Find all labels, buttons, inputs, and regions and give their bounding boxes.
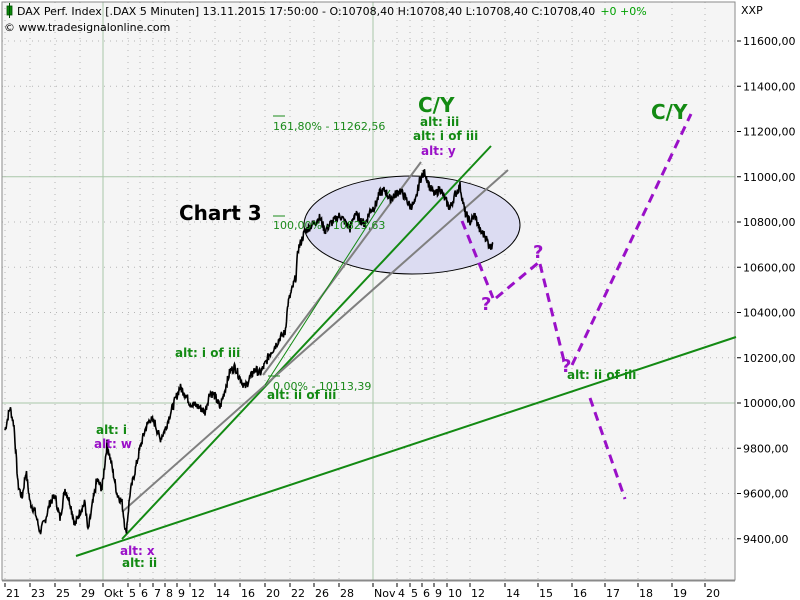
wave-label-alt-ii-of-iii-mid: alt: ii of iii [267, 388, 336, 402]
wave-label-alt-ii-of-iii-right: alt: ii of iii [567, 368, 636, 382]
x-tick-label: 5 [129, 587, 136, 600]
x-tick-label: 12 [191, 587, 205, 600]
x-tick-label: 8 [166, 587, 173, 600]
wave-label-alt-i: alt: i [96, 423, 127, 437]
axis-unit-label: XXP [741, 4, 763, 17]
x-tick-label: 7 [154, 587, 161, 600]
x-tick-label: 20 [706, 587, 720, 600]
x-tick-label: 21 [6, 587, 20, 600]
fib-161-label: 161,80% - 11262,56 [273, 120, 385, 133]
wave-label-alt-i-of-iii-mid: alt: i of iii [175, 346, 240, 360]
y-tick-label: 10000,00 [743, 397, 796, 410]
y-tick-label: 11000,00 [743, 171, 796, 184]
trend-line-gray-trend-1 [121, 169, 509, 513]
x-tick-label: 20 [266, 587, 280, 600]
x-tick-label: 15 [539, 587, 553, 600]
x-tick-label: 14 [216, 587, 230, 600]
y-tick-label: 11400,00 [743, 80, 796, 93]
y-tick-label: 9400,00 [743, 533, 789, 546]
y-tick-label: 9800,00 [743, 442, 789, 455]
x-tick-label: 25 [56, 587, 70, 600]
x-tick-label: 12 [471, 587, 485, 600]
y-tick-label: 10800,00 [743, 216, 796, 229]
question-mark-2: ? [533, 242, 543, 263]
y-tick-label: 10200,00 [743, 352, 796, 365]
question-mark-1: ? [481, 294, 491, 315]
projection-down-to-alt-ii-of-iii [538, 263, 567, 366]
x-axis: 21 23 25 29 Okt 5 6 7 8 9 12 14 16 20 22 26 28 Nov 4 5 6 9 10 1… [2, 580, 735, 600]
trend-line-long-green-support [75, 336, 737, 557]
x-tick-label: 16 [573, 587, 587, 600]
x-tick-label: 18 [639, 587, 653, 600]
wave-label-alt-iii: alt: iii [420, 115, 459, 129]
y-axis: 11600,00 11400,00 11200,00 11000,00 10800,00… [737, 35, 796, 546]
wave-label-alt-y: alt: y [421, 144, 456, 158]
x-tick-label: 29 [81, 587, 95, 600]
x-tick-label: 22 [291, 587, 305, 600]
chart-number-label: Chart 3 [179, 201, 262, 225]
x-tick-label: 10 [448, 587, 462, 600]
wave-label-cy-right: C/Y [651, 100, 688, 124]
fib-0-label: 0,00% - 10113,39 [273, 380, 371, 393]
x-tick-label: 6 [423, 587, 430, 600]
x-tick-label: 6 [141, 587, 148, 600]
projection-up-to-C/Y [570, 113, 693, 366]
x-tick-label: Okt [104, 587, 124, 600]
y-tick-label: 11200,00 [743, 126, 796, 139]
x-tick-label: 28 [340, 587, 354, 600]
x-tick-label: 4 [398, 587, 405, 600]
consolidation-ellipse [303, 175, 521, 275]
y-tick-label: 10400,00 [743, 307, 796, 320]
copyright-text: © www.tradesignalonline.com [4, 21, 170, 34]
wave-label-alt-ii: alt: ii [122, 556, 157, 570]
plot-frame [1, 1, 736, 581]
trend-line-green-trend-1 [121, 145, 492, 540]
x-tick-label: 5 [411, 587, 418, 600]
x-tick-label: 9 [435, 587, 442, 600]
question-mark-3: ? [561, 356, 571, 377]
fib-100-label: 100,00% - 10823,63 [273, 219, 385, 232]
x-tick-label: 16 [241, 587, 255, 600]
x-tick-label: 17 [606, 587, 620, 600]
wave-label-cy-top: C/Y [418, 93, 455, 117]
chart-header-title: DAX Perf. Index [.DAX 5 Minuten] 13.11.2… [17, 5, 647, 18]
trend-line-thin-green-fan [264, 189, 391, 386]
wave-label-alt-w: alt: w [94, 437, 132, 451]
x-tick-label: 26 [315, 587, 329, 600]
price-series-line [4, 169, 494, 535]
x-tick-label: 9 [178, 587, 185, 600]
x-tick-label: 23 [31, 587, 45, 600]
x-tick-label: Nov [374, 587, 396, 600]
y-tick-label: 9600,00 [743, 488, 789, 501]
plot-area [2, 2, 735, 580]
y-tick-label: 10600,00 [743, 261, 796, 274]
projection-up-to-? [495, 261, 539, 300]
projection-lower-down-alt [588, 397, 627, 500]
projection-paths [460, 113, 693, 500]
x-tick-label: 19 [673, 587, 687, 600]
wave-label-alt-x: alt: x [120, 544, 155, 558]
wave-label-alt-i-of-iii-top: alt: i of iii [413, 129, 478, 143]
y-tick-label: 11600,00 [743, 35, 796, 48]
x-tick-label: 14 [506, 587, 520, 600]
